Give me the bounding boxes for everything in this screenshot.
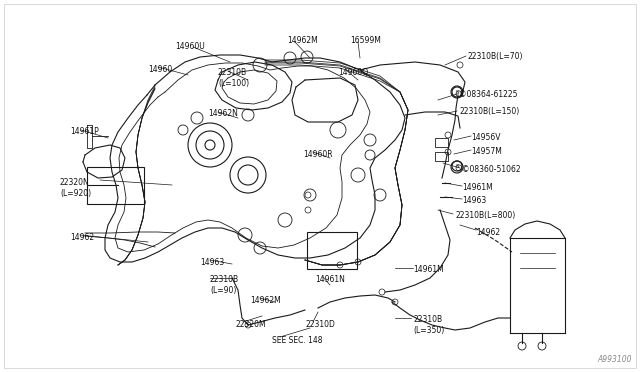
- Text: 14961M: 14961M: [413, 265, 444, 274]
- Text: 14961N: 14961N: [315, 275, 345, 284]
- Text: 14961M: 14961M: [462, 183, 493, 192]
- Text: 22310B(L=70): 22310B(L=70): [468, 52, 524, 61]
- Text: 14960Q: 14960Q: [338, 68, 368, 77]
- Text: 14962M: 14962M: [250, 296, 281, 305]
- Text: 14960R: 14960R: [303, 150, 333, 159]
- Text: 22310D: 22310D: [305, 320, 335, 329]
- Text: 22310B(L=150): 22310B(L=150): [459, 107, 519, 116]
- Text: 16599M: 16599M: [350, 36, 381, 45]
- Text: 22310B(L=800): 22310B(L=800): [455, 211, 515, 220]
- Text: 14962: 14962: [476, 228, 500, 237]
- Text: 14960U: 14960U: [175, 42, 205, 51]
- Text: (L=920): (L=920): [60, 189, 91, 198]
- Text: 22310B: 22310B: [218, 68, 247, 77]
- Text: 22310B: 22310B: [210, 275, 239, 284]
- Text: 14956V: 14956V: [471, 133, 500, 142]
- Text: 14963: 14963: [200, 258, 224, 267]
- Text: 14961P: 14961P: [70, 127, 99, 136]
- Text: (L=90): (L=90): [210, 286, 236, 295]
- Text: 22320M: 22320M: [235, 320, 266, 329]
- Text: 22310B: 22310B: [413, 315, 442, 324]
- Text: SEE SEC. 148: SEE SEC. 148: [272, 336, 323, 345]
- Text: 22320N: 22320N: [60, 178, 90, 187]
- Text: 14962N: 14962N: [208, 109, 238, 118]
- Text: (L=100): (L=100): [218, 79, 249, 88]
- Text: ©08364-61225: ©08364-61225: [459, 90, 518, 99]
- Text: 14957M: 14957M: [471, 147, 502, 156]
- Text: (L=350): (L=350): [413, 326, 444, 335]
- Text: 14960: 14960: [148, 65, 172, 74]
- Text: S: S: [455, 90, 459, 94]
- Text: ©08360-51062: ©08360-51062: [462, 165, 520, 174]
- Text: A993100: A993100: [598, 355, 632, 364]
- Text: S: S: [455, 164, 459, 170]
- Text: 14963: 14963: [462, 196, 486, 205]
- Text: 14962: 14962: [70, 233, 94, 242]
- Text: 14962M: 14962M: [287, 36, 317, 45]
